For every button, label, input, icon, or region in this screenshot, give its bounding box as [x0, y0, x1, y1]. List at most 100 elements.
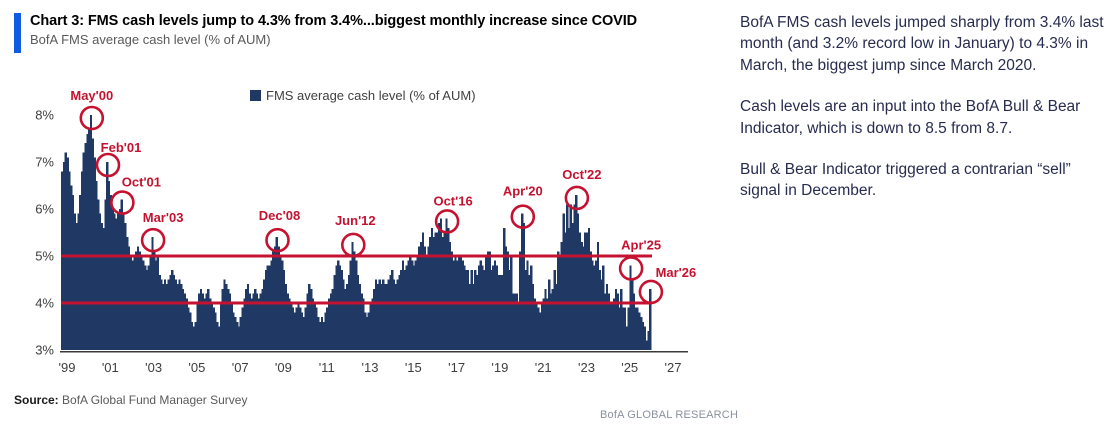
bar — [282, 270, 286, 350]
bar — [557, 251, 560, 350]
bar — [250, 298, 253, 350]
title-block: Chart 3: FMS cash levels jump to 4.3% fr… — [14, 13, 637, 53]
bar — [192, 326, 196, 350]
bar — [176, 284, 179, 350]
bar — [463, 265, 466, 350]
bar — [396, 279, 399, 350]
source-row: Source: BofA Global Fund Manager Survey — [14, 393, 247, 407]
bar — [230, 303, 233, 350]
bar — [209, 298, 212, 350]
bar — [337, 260, 340, 350]
bar — [445, 218, 448, 350]
bar — [194, 321, 197, 350]
bar — [174, 279, 177, 350]
x-tick-label: '19 — [491, 360, 508, 375]
bar — [172, 274, 176, 350]
bar — [542, 298, 545, 350]
bar — [385, 284, 389, 350]
annotation-circle — [564, 185, 590, 211]
bar — [567, 227, 571, 350]
bar — [438, 223, 441, 350]
bar — [475, 274, 479, 350]
bar — [160, 279, 163, 350]
bar — [227, 288, 230, 350]
x-tick-label: '21 — [535, 360, 552, 375]
bar — [344, 288, 347, 350]
bar — [576, 213, 580, 350]
bar — [236, 321, 239, 350]
bar — [497, 274, 500, 350]
bar — [190, 321, 194, 350]
bar — [210, 303, 214, 350]
bar — [598, 270, 601, 350]
bar — [259, 293, 262, 350]
bar — [591, 260, 594, 350]
bar — [100, 223, 104, 350]
bar — [212, 307, 215, 350]
bar — [549, 293, 553, 350]
annotation-circle — [79, 105, 105, 131]
x-tick-label: '03 — [145, 360, 162, 375]
brand-footer: BofA GLOBAL RESEARCH — [600, 409, 739, 421]
bar — [326, 307, 329, 350]
bar — [548, 279, 551, 350]
bar — [389, 274, 392, 350]
bar — [448, 241, 452, 350]
chart-legend: FMS average cash level (% of AUM) — [250, 88, 476, 103]
bar — [501, 274, 504, 350]
bar — [519, 251, 522, 350]
annotation-label: Oct'01 — [122, 175, 161, 190]
bar — [153, 251, 156, 350]
bar — [466, 270, 470, 350]
bar — [376, 284, 379, 350]
annotation-circle — [510, 204, 536, 229]
bar — [167, 279, 170, 350]
bar — [342, 279, 345, 350]
bar — [313, 303, 316, 350]
bar — [382, 279, 385, 350]
bar — [181, 288, 185, 350]
annotation-label: Mar'03 — [143, 210, 184, 225]
annotation-label: Apr'25 — [621, 237, 661, 252]
bar — [398, 274, 401, 350]
bar — [371, 298, 374, 350]
bar — [77, 213, 80, 350]
bar — [189, 312, 192, 350]
commentary-paragraph: Bull & Bear Indicator triggered a contra… — [740, 160, 1071, 200]
bar — [180, 284, 183, 350]
bar — [580, 241, 583, 350]
commentary-paragraph: BofA FMS cash levels jumped sharply from… — [740, 14, 1104, 74]
bar — [589, 251, 592, 350]
legend-swatch — [250, 90, 261, 101]
bar — [620, 288, 623, 350]
bar — [248, 293, 251, 350]
bar — [434, 232, 437, 350]
bar — [609, 303, 612, 350]
bar — [183, 293, 186, 350]
bar — [537, 307, 540, 350]
bar — [216, 321, 219, 350]
x-tick-label: '11 — [319, 360, 335, 375]
bar — [582, 246, 585, 350]
bar — [492, 265, 495, 350]
bar — [329, 293, 333, 350]
bar — [142, 260, 145, 350]
bar — [102, 227, 105, 350]
annotation-circle — [340, 232, 366, 258]
bar — [324, 312, 327, 350]
annotation-circle — [434, 209, 460, 234]
bar — [540, 303, 544, 350]
bar — [477, 265, 480, 350]
bar — [268, 265, 271, 350]
bar — [564, 232, 567, 350]
bar — [439, 218, 443, 350]
bar — [573, 204, 576, 350]
source-label: Source: — [14, 393, 59, 407]
bar — [88, 129, 91, 350]
bar — [97, 199, 100, 350]
bar — [239, 317, 242, 350]
bar — [151, 237, 154, 350]
bar — [131, 260, 134, 350]
bar — [331, 288, 334, 350]
annotation-label: May'00 — [70, 88, 113, 103]
